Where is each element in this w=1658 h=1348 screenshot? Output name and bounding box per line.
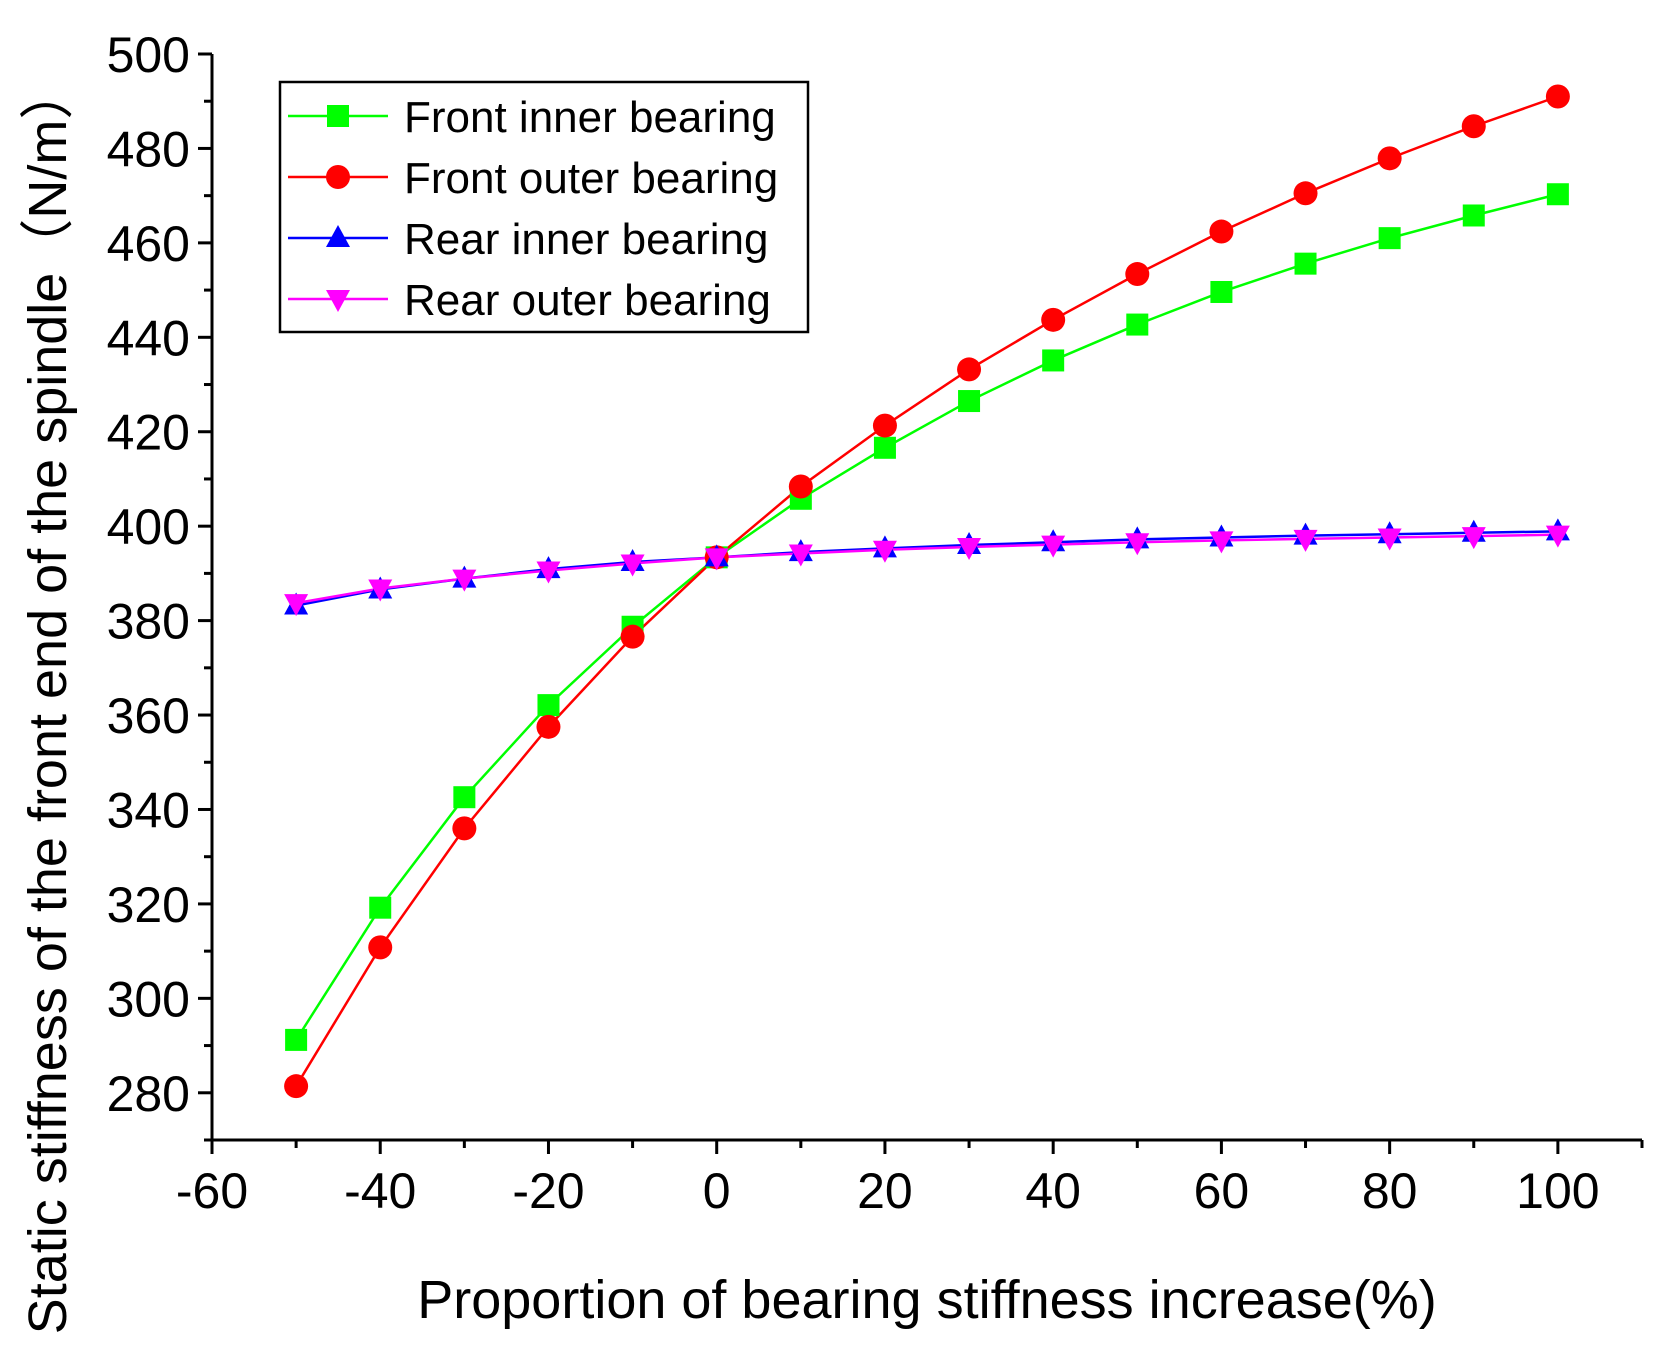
chart-legend: Front inner bearing Front outer bearing Re… [278,80,810,334]
x-tick-label: 40 [1025,1163,1081,1219]
data-point-rear-outer-bearing [1125,533,1150,556]
y-tick-label: 400 [107,499,190,555]
y-tick-label: 300 [107,971,190,1027]
series-markers [284,84,1570,1099]
series-line-front-inner-bearing [295,193,1559,1041]
x-tick-label: -60 [176,1163,248,1219]
data-point-front-inner-bearing [369,896,392,919]
y-tick-label: 280 [107,1066,190,1122]
chart-axes: 280300320340360380400420440460480500-60-… [107,27,1644,1219]
data-point-front-outer-bearing [1209,219,1234,244]
data-point-front-inner-bearing [285,1028,308,1051]
legend-label-front-outer-bearing: Front outer bearing [404,154,778,203]
legend-label-rear-inner-bearing: Rear inner bearing [404,215,768,264]
data-point-front-inner-bearing [1294,252,1317,275]
x-tick-label: -40 [344,1163,416,1219]
y-tick-label: 440 [107,310,190,366]
data-point-front-outer-bearing [1125,262,1150,287]
legend-marker-front-outer-bearing [326,165,350,189]
data-point-front-outer-bearing [620,624,645,649]
series-lines [295,95,1559,1087]
data-point-front-inner-bearing [1126,313,1149,336]
data-point-rear-outer-bearing [872,540,897,563]
data-point-front-outer-bearing [1461,114,1486,139]
data-point-rear-outer-bearing [704,548,729,571]
series-line-rear-inner-bearing [295,530,1558,607]
legend-box [278,80,810,334]
data-point-front-outer-bearing [1545,84,1570,109]
y-tick-label: 380 [107,594,190,650]
data-point-front-outer-bearing [872,413,897,438]
x-tick-label: 80 [1362,1163,1418,1219]
data-point-front-inner-bearing [537,694,560,717]
y-tick-label: 460 [107,216,190,272]
data-point-front-outer-bearing [452,816,477,841]
legend-marker-rear-inner-bearing [326,225,350,247]
legend-label-rear-outer-bearing: Rear outer bearing [404,276,771,325]
x-tick-label: 20 [857,1163,913,1219]
data-point-rear-outer-bearing [1377,528,1402,551]
data-point-front-inner-bearing [453,786,476,809]
data-point-front-inner-bearing [958,390,981,413]
x-tick-label: 60 [1194,1163,1250,1219]
data-point-rear-outer-bearing [1209,531,1234,554]
data-point-rear-outer-bearing [620,554,645,577]
data-point-front-inner-bearing [873,436,896,459]
x-axis-title: Proportion of bearing stiffness increase… [417,1270,1437,1330]
data-point-front-inner-bearing [1462,204,1485,227]
y-tick-label: 480 [107,121,190,177]
data-point-front-outer-bearing [1293,181,1318,206]
data-point-rear-outer-bearing [1293,529,1318,552]
y-axis-title: Static stiffness of the front end of the… [18,66,78,1335]
data-point-rear-outer-bearing [788,544,813,567]
series-line-front-outer-bearing [295,95,1559,1087]
data-point-front-outer-bearing [284,1074,309,1099]
data-point-front-inner-bearing [1042,349,1065,372]
data-point-front-outer-bearing [788,474,813,499]
x-tick-label: 0 [703,1163,731,1219]
data-point-front-inner-bearing [1378,227,1401,250]
legend-label-front-inner-bearing: Front inner bearing [404,93,776,142]
data-point-rear-outer-bearing [1461,527,1486,550]
legend-marker-rear-outer-bearing [326,290,350,312]
data-point-rear-outer-bearing [536,561,561,584]
y-tick-label: 360 [107,688,190,744]
data-point-rear-outer-bearing [1041,535,1066,558]
data-point-rear-outer-bearing [957,537,982,560]
x-tick-label: 100 [1516,1163,1599,1219]
data-point-rear-outer-bearing [452,569,477,592]
y-tick-label: 420 [107,405,190,461]
series-line-rear-outer-bearing [295,533,1558,605]
data-point-rear-outer-bearing [284,594,309,617]
data-point-front-outer-bearing [368,935,393,960]
legend-marker-front-inner-bearing [327,105,349,127]
x-tick-label: -20 [512,1163,584,1219]
data-point-rear-outer-bearing [1545,525,1570,548]
data-point-front-inner-bearing [1546,183,1569,206]
data-point-front-outer-bearing [957,357,982,382]
data-point-rear-outer-bearing [368,579,393,602]
y-tick-label: 500 [107,27,190,83]
data-point-front-inner-bearing [1210,280,1233,303]
data-point-front-outer-bearing [1041,307,1066,332]
y-tick-label: 320 [107,877,190,933]
data-point-front-outer-bearing [1377,146,1402,171]
data-point-front-outer-bearing [536,714,561,739]
y-tick-label: 340 [107,782,190,838]
